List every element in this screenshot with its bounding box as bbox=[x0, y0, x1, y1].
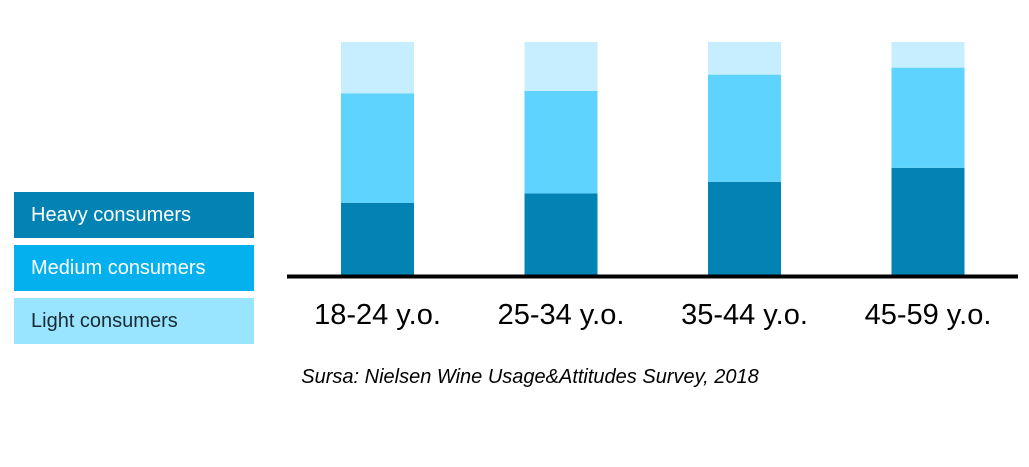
x-tick-label: 45-59 y.o. bbox=[865, 299, 992, 331]
bar-segment-medium-2 bbox=[524, 90, 598, 194]
x-tick-label: 35-44 y.o. bbox=[681, 299, 808, 331]
legend-label: Light consumers bbox=[31, 309, 178, 332]
x-tick-label: 25-34 y.o. bbox=[498, 299, 625, 331]
legend-label: Heavy consumers bbox=[31, 203, 192, 226]
bar-segment-light-4 bbox=[891, 42, 965, 68]
bar-segment-light-2 bbox=[524, 42, 598, 91]
bar-segment-light-3 bbox=[708, 42, 781, 75]
legend-item-heavy: Heavy consumers bbox=[14, 192, 254, 238]
bar-segment-heavy-2 bbox=[524, 193, 598, 275]
bar-segment-light-1 bbox=[341, 42, 414, 94]
bar-segment-heavy-4 bbox=[891, 167, 965, 275]
source-note: Sursa: Nielsen Wine Usage&Attitudes Surv… bbox=[301, 366, 759, 388]
bar-segment-medium-3 bbox=[708, 74, 781, 182]
legend-item-medium: Medium consumers bbox=[14, 245, 254, 291]
legend-item-light: Light consumers bbox=[14, 298, 254, 344]
legend: Heavy consumers Medium consumers Light c… bbox=[14, 192, 254, 351]
x-tick-label: 18-24 y.o. bbox=[314, 299, 441, 331]
bar-segment-medium-4 bbox=[891, 67, 965, 168]
bar-segment-medium-1 bbox=[341, 93, 414, 203]
bar-segment-heavy-3 bbox=[708, 181, 781, 275]
legend-label: Medium consumers bbox=[31, 256, 206, 279]
bar-segment-heavy-1 bbox=[341, 202, 414, 275]
